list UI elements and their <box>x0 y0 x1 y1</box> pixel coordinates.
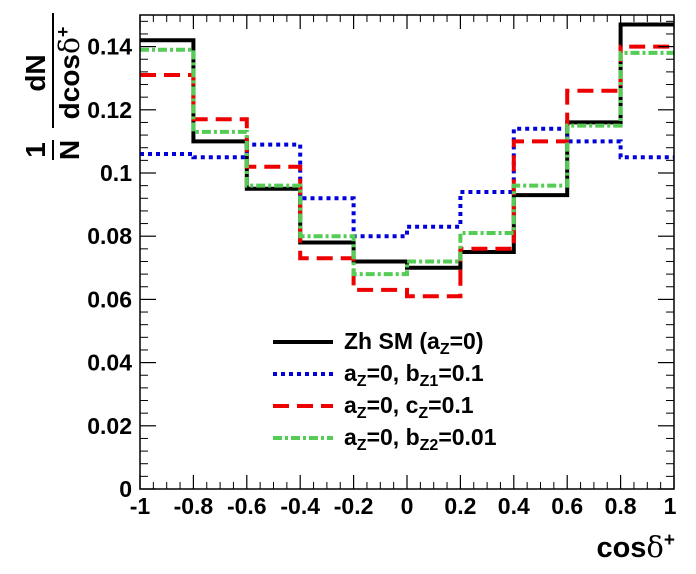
y-title-frac-den: dcosδ+ <box>53 27 86 120</box>
legend-label-part: Z <box>357 373 367 390</box>
y-tick-label: 0 <box>119 476 132 502</box>
legend-label-part: Z1 <box>420 373 439 390</box>
x-axis-title-sup: + <box>664 530 675 551</box>
x-tick-label: 0.2 <box>444 493 476 519</box>
ticks-layer <box>139 15 675 490</box>
y-tick-label: 0.1 <box>100 160 132 186</box>
y-axis-title: 1 N dN dcosδ+ <box>20 13 86 160</box>
legend-label-part: a <box>344 360 357 386</box>
y-tick-label: 0.04 <box>87 350 132 376</box>
legend-label-part: Z <box>357 437 367 454</box>
legend-label-part: Z <box>418 405 428 422</box>
legend-label-part: Z <box>440 341 450 358</box>
y-title-frac-num: dN <box>20 54 51 91</box>
legend: Zh SM (aZ=0)aZ=0, bZ1=0.1aZ=0, cZ=0.1aZ=… <box>273 328 497 454</box>
legend-label-part: a <box>344 392 357 418</box>
legend-label-part: a <box>344 424 357 450</box>
legend-label-1: Zh SM (aZ=0) <box>344 328 484 358</box>
x-axis-title-main: cos <box>596 532 646 564</box>
x-axis-title-greek: δ <box>646 530 663 564</box>
x-tick-label: 1 <box>664 493 677 519</box>
legend-label-3: aZ=0, cZ=0.1 <box>344 392 474 422</box>
y-tick-label: 0.14 <box>87 34 132 60</box>
legend-label-part: =0, b <box>367 424 420 450</box>
series-layer <box>140 22 674 299</box>
y-tick-label: 0.02 <box>87 413 132 439</box>
legend-label-2: aZ=0, bZ1=0.1 <box>344 360 484 390</box>
legend-label-part: =0.1 <box>428 392 474 418</box>
x-tick-label: -0.6 <box>227 493 267 519</box>
legend-label-4: aZ=0, bZ2=0.01 <box>344 424 497 454</box>
legend-label-part: =0, c <box>367 392 419 418</box>
y-title-den: N <box>54 140 85 160</box>
legend-label-part: =0) <box>450 328 484 354</box>
y-title-frac-den-sup: + <box>53 27 73 38</box>
y-tick-label: 0.12 <box>87 97 132 123</box>
legend-label-part: =0.1 <box>438 360 484 386</box>
y-title-frac-den-greek: δ <box>53 37 86 54</box>
x-tick-label: -1 <box>130 493 151 519</box>
legend-label-part: Z <box>357 405 367 422</box>
legend-label-part: =0, b <box>367 360 420 386</box>
legend-label-part: =0.01 <box>438 424 496 450</box>
x-tick-label: 0.6 <box>551 493 583 519</box>
y-title-num: 1 <box>20 142 51 158</box>
x-tick-label: -0.8 <box>174 493 214 519</box>
y-tick-label: 0.08 <box>87 223 132 249</box>
x-tick-label: -0.2 <box>334 493 374 519</box>
x-tick-label: -0.4 <box>280 493 320 519</box>
x-axis-title: cosδ+ <box>596 530 675 564</box>
y-tick-labels: 0 0.02 0.04 0.06 0.08 0.1 0.12 0.14 <box>87 34 132 502</box>
legend-label-part: Zh SM (a <box>344 328 440 354</box>
x-tick-label: 0.4 <box>498 493 530 519</box>
series-line-3 <box>140 44 674 299</box>
x-tick-label: 0.8 <box>605 493 637 519</box>
x-tick-label: 0 <box>401 493 414 519</box>
y-title-frac-den-main: dcos <box>54 54 85 119</box>
x-tick-labels: -1 -0.8 -0.6 -0.4 -0.2 0 0.2 0.4 0.6 0.8 1 <box>130 493 677 519</box>
y-tick-label: 0.06 <box>87 286 132 312</box>
legend-label-part: Z2 <box>420 437 439 454</box>
